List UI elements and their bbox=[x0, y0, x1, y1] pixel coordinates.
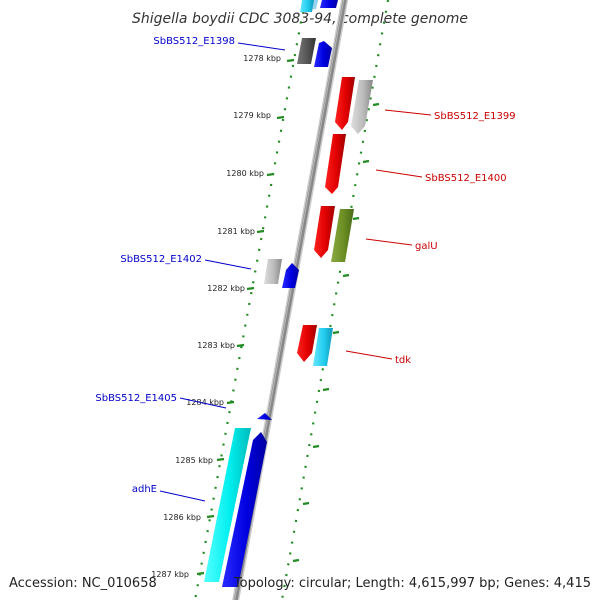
gene-label-adhe: adhE bbox=[132, 484, 157, 495]
gene-arrow-tdk-red bbox=[297, 325, 317, 362]
tick-label: 1281 kbp bbox=[217, 227, 255, 236]
gene-arrow-sbbs512-e1405 bbox=[257, 413, 272, 420]
gene-arrow-galu-red bbox=[314, 206, 335, 258]
gene-label-sbbs512-e1400: SbBS512_E1400 bbox=[425, 173, 507, 184]
gene-arrow-adhe-aqua bbox=[204, 428, 251, 582]
gene-label-sbbs512-e1405: SbBS512_E1405 bbox=[95, 393, 177, 404]
gene-label-sbbs512-e1399: SbBS512_E1399 bbox=[434, 111, 516, 122]
gene-arrow-galu bbox=[331, 209, 354, 262]
tick-label: 1282 kbp bbox=[207, 284, 245, 293]
gene-label-tdk: tdk bbox=[395, 355, 411, 366]
map-title: Shigella boydii CDC 3083-94, complete ge… bbox=[132, 11, 468, 27]
gene-label-sbbs512-e1398: SbBS512_E1398 bbox=[153, 36, 235, 47]
gene-labels: SbBS512_E1398 SbBS512_E1399 SbBS512_E140… bbox=[95, 36, 515, 495]
genome-summary: Topology: circular; Length: 4,615,997 bp… bbox=[233, 576, 591, 591]
gene-arrow-sbbs512-e1402 bbox=[282, 263, 299, 288]
accession-label: Accession: NC_010658 bbox=[9, 576, 157, 591]
tick-label: 1280 kbp bbox=[226, 169, 264, 178]
gene-features bbox=[204, 0, 373, 587]
gene-label-sbbs512-e1402: SbBS512_E1402 bbox=[120, 254, 202, 265]
tick-marks bbox=[196, 58, 380, 576]
gene-arrow-sbbs512-e1398 bbox=[314, 41, 332, 67]
gene-label-galu: galU bbox=[415, 241, 438, 252]
tick-label: 1287 kbp bbox=[151, 570, 189, 579]
tick-label: 1284 kbp bbox=[186, 398, 224, 407]
gene-arrow-sbbs512-e1398-gray bbox=[297, 38, 316, 64]
tick-label: 1285 kbp bbox=[175, 456, 213, 465]
tick-labels: 1278 kbp 1279 kbp 1280 kbp 1281 kbp 1282… bbox=[151, 54, 281, 579]
gene-arrow-adhe bbox=[222, 432, 267, 587]
gene-arrow-top-cyan bbox=[300, 0, 314, 12]
tick-label: 1283 kbp bbox=[197, 341, 235, 350]
tick-label: 1279 kbp bbox=[233, 111, 271, 120]
gene-arrow-sbbs512-e1402-gray bbox=[264, 259, 282, 284]
gene-callout-lines bbox=[159, 42, 432, 502]
gene-arrow-sbbs512-e1400 bbox=[325, 134, 346, 194]
gene-arrow-sbbs512-e1399 bbox=[351, 80, 373, 134]
gene-arrow-tdk bbox=[313, 328, 333, 366]
tick-label: 1278 kbp bbox=[243, 54, 281, 63]
tick-label: 1286 kbp bbox=[163, 513, 201, 522]
gene-arrow-top-blue bbox=[320, 0, 338, 8]
gene-arrow-sbbs512-e1399-red bbox=[335, 77, 355, 130]
right-ruler bbox=[280, 0, 390, 600]
